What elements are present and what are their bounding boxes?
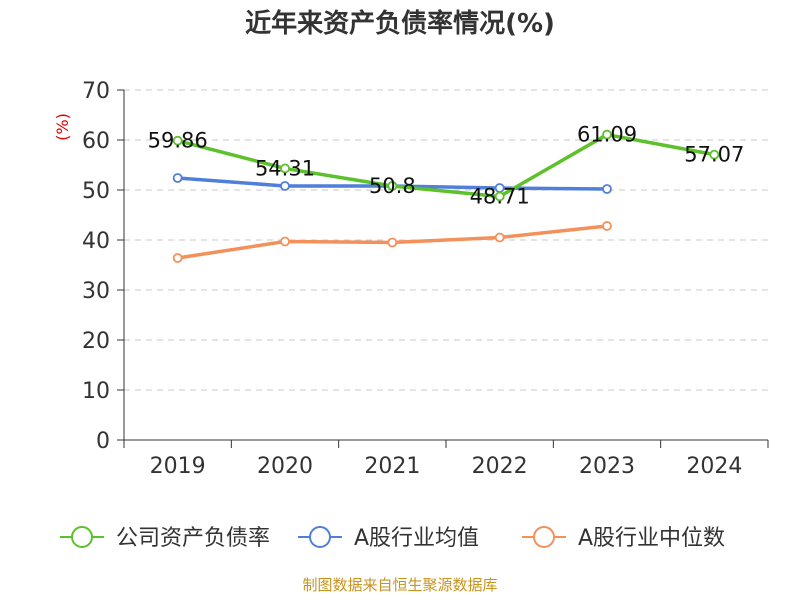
y-tick-label: 0	[96, 429, 110, 454]
y-axis-unit: (%)	[53, 113, 72, 141]
data-label: 50.8	[369, 174, 416, 198]
data-point	[172, 253, 183, 263]
data-label: 48.71	[470, 184, 530, 208]
data-label: 57.07	[684, 143, 744, 167]
y-tick-label: 40	[82, 229, 110, 254]
y-tick-label: 20	[82, 329, 110, 354]
y-tick-label: 30	[82, 279, 110, 304]
legend: 公司资产负债率 A股行业均值 A股行业中位数	[60, 526, 725, 551]
series-line	[177, 132, 715, 199]
data-point	[387, 237, 398, 248]
legend-label: A股行业均值	[354, 526, 479, 551]
data-labels: 59.86 54.31 50.8 48.71 61.09 57.07	[148, 123, 745, 209]
data-point	[280, 163, 290, 174]
x-tick-label: 2019	[150, 454, 206, 479]
data-point	[494, 232, 505, 243]
source-note: 制图数据来自恒生聚源数据库	[302, 576, 497, 594]
data-point	[709, 149, 720, 160]
x-tick-label: 2024	[686, 454, 742, 479]
y-tick-label: 10	[82, 379, 110, 404]
y-tick-label: 60	[82, 129, 110, 154]
legend-marker	[71, 526, 93, 548]
x-tick-label: 2020	[257, 454, 313, 479]
y-tick-label: 50	[82, 179, 110, 204]
data-point	[602, 221, 612, 231]
data-label: 54.31	[255, 156, 315, 180]
data-point	[494, 191, 505, 202]
data-label: 61.09	[577, 123, 637, 147]
legend-marker	[309, 526, 331, 548]
legend-marker	[533, 526, 555, 548]
data-point	[280, 236, 290, 247]
data-point	[172, 135, 183, 146]
data-point	[172, 173, 183, 183]
x-tick-label: 2022	[472, 454, 528, 479]
data-point	[602, 184, 612, 194]
x-tick-label: 2023	[579, 454, 635, 479]
data-point	[387, 181, 398, 191]
series-group	[172, 129, 720, 263]
legend-label: A股行业中位数	[578, 526, 725, 551]
legend-label: 公司资产负债率	[116, 526, 270, 551]
data-point	[280, 181, 290, 191]
data-label: 59.86	[148, 129, 208, 153]
axes: 0 10 20 30 40 50 60 70 2019 2020 2021 2022 2023 2024	[82, 79, 769, 479]
x-tick-label: 2021	[364, 454, 420, 479]
y-tick-label: 70	[82, 79, 110, 104]
chart-title: 近年来资产负债率情况(%)	[245, 8, 555, 39]
data-point	[602, 129, 612, 140]
